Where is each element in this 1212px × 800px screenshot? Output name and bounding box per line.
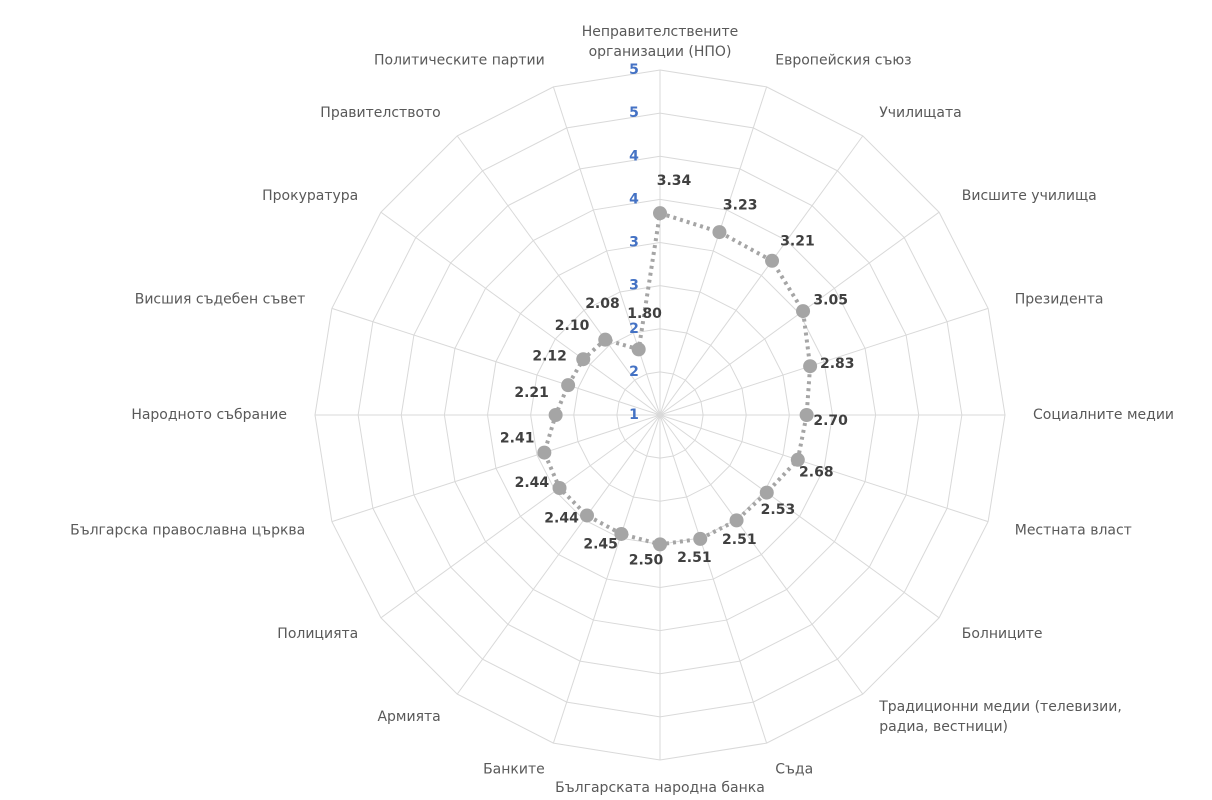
category-label: Местната власт: [1015, 522, 1132, 538]
category-label: Болниците: [962, 626, 1043, 642]
data-point: [653, 537, 667, 552]
data-point: [579, 508, 594, 523]
data-label: 2.68: [799, 465, 834, 481]
tick-label: 5: [629, 62, 639, 78]
data-label: 2.50: [629, 552, 664, 568]
spoke: [659, 414, 989, 523]
data-label: 2.51: [722, 532, 757, 548]
category-label: Президента: [1015, 292, 1104, 308]
category-label: Полицията: [277, 626, 358, 642]
tick-label: 2: [629, 321, 639, 337]
category-label: Съда: [775, 762, 813, 778]
data-point: [712, 225, 727, 240]
category-label: Висшите училища: [962, 188, 1097, 204]
data-point: [537, 445, 552, 460]
tick-label: 5: [629, 105, 639, 121]
data-point: [729, 513, 744, 528]
data-point: [614, 526, 629, 541]
data-label: 2.12: [532, 348, 567, 364]
spoke: [456, 414, 661, 695]
data-label: 3.34: [657, 173, 692, 189]
data-point: [790, 452, 805, 467]
category-label: Политическите партии: [374, 52, 545, 68]
spoke: [659, 135, 864, 416]
category-label: Армията: [377, 709, 440, 725]
tick-label: 2: [629, 364, 639, 380]
data-label: 2.10: [555, 318, 590, 334]
category-label: Българската народна банка: [555, 780, 765, 796]
data-label: 1.80: [627, 306, 662, 322]
spoke: [552, 414, 661, 744]
spoke: [456, 135, 661, 416]
category-label: Висшия съдебен съвет: [135, 292, 306, 308]
data-label: 2.21: [514, 385, 549, 401]
data-point: [631, 342, 646, 357]
data-label: 2.53: [761, 502, 796, 518]
category-label: Българска православна църква: [70, 522, 305, 538]
tick-label: 1: [629, 407, 639, 423]
data-label: 2.83: [820, 356, 855, 372]
data-point: [653, 206, 667, 221]
data-label: 2.51: [677, 550, 712, 566]
data-point: [552, 481, 567, 496]
category-label: Правителството: [320, 105, 440, 121]
data-point: [693, 531, 708, 546]
data-point: [548, 408, 563, 422]
spoke: [659, 414, 864, 695]
spoke: [331, 414, 661, 523]
category-label: Банките: [483, 762, 545, 778]
data-point: [598, 332, 613, 347]
category-label: Социалните медии: [1033, 407, 1174, 423]
data-point: [799, 408, 814, 422]
tick-label: 4: [629, 191, 639, 207]
tick-label: 4: [629, 148, 639, 164]
spoke: [659, 414, 940, 619]
data-point: [796, 304, 811, 319]
spoke: [659, 86, 768, 416]
data-label: 3.05: [813, 292, 848, 308]
data-point: [576, 352, 591, 367]
tick-label: 3: [629, 278, 639, 294]
category-label: Народното събрание: [131, 407, 287, 423]
category-label: Неправителствените организации (НПО): [582, 24, 739, 60]
category-label: Училищата: [879, 105, 961, 121]
tick-label: 3: [629, 235, 639, 251]
data-label: 2.70: [813, 413, 848, 429]
data-point: [561, 378, 576, 393]
data-label: 2.44: [515, 475, 550, 491]
spoke: [331, 307, 661, 416]
category-label: Традиционни медии (телевизии, радиа, вест…: [878, 699, 1122, 735]
data-label: 3.21: [780, 234, 815, 250]
data-point: [759, 485, 774, 500]
category-label: Европейския съюз: [775, 52, 911, 68]
data-label: 2.45: [583, 536, 618, 552]
spoke: [380, 414, 661, 619]
spoke: [552, 86, 661, 416]
data-label: 3.23: [723, 198, 758, 214]
data-label: 2.08: [585, 296, 620, 312]
data-point: [765, 253, 780, 268]
spoke: [659, 307, 989, 416]
spoke: [659, 414, 768, 744]
data-label: 2.44: [544, 511, 579, 527]
data-point: [803, 359, 818, 374]
category-label: Прокуратура: [262, 188, 358, 204]
data-label: 2.41: [500, 431, 535, 447]
spoke: [380, 211, 661, 416]
